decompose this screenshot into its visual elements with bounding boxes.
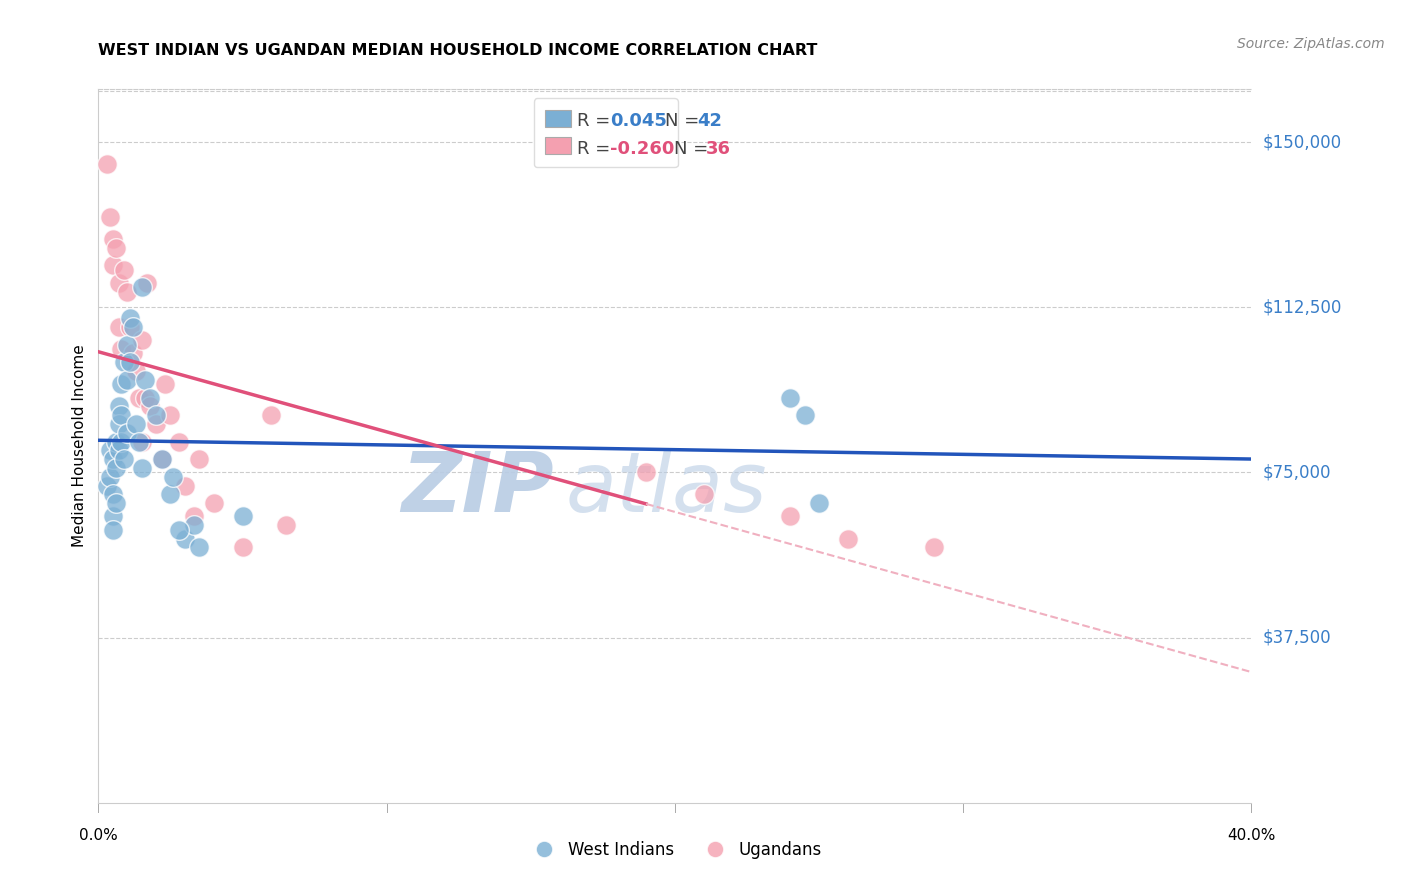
Point	[134, 373, 156, 387]
Point	[110, 342, 132, 356]
Point	[779, 509, 801, 524]
Point	[139, 400, 162, 414]
Point	[131, 461, 153, 475]
Point	[174, 532, 197, 546]
Point	[922, 541, 945, 555]
Point	[101, 523, 124, 537]
Point	[122, 346, 145, 360]
Text: WEST INDIAN VS UGANDAN MEDIAN HOUSEHOLD INCOME CORRELATION CHART: WEST INDIAN VS UGANDAN MEDIAN HOUSEHOLD …	[98, 43, 818, 58]
Point	[136, 276, 159, 290]
Point	[167, 523, 190, 537]
Point	[101, 487, 124, 501]
Point	[128, 391, 150, 405]
Point	[110, 434, 132, 449]
Point	[145, 408, 167, 422]
Point	[779, 391, 801, 405]
Point	[107, 400, 129, 414]
Text: atlas: atlas	[565, 449, 768, 529]
Point	[162, 470, 184, 484]
Point	[231, 509, 254, 524]
Text: ZIP: ZIP	[401, 449, 554, 529]
Point	[117, 373, 138, 387]
Text: 40.0%: 40.0%	[1227, 828, 1275, 843]
Text: 36: 36	[706, 140, 731, 159]
Point	[110, 408, 132, 422]
Point	[159, 408, 181, 422]
Text: -0.260: -0.260	[610, 140, 673, 159]
Point	[260, 408, 283, 422]
Text: $150,000: $150,000	[1263, 133, 1341, 151]
Point	[837, 532, 859, 546]
Point	[98, 470, 121, 484]
Legend: West Indians, Ugandans: West Indians, Ugandans	[522, 835, 828, 866]
Text: N =: N =	[673, 140, 714, 159]
Point	[101, 452, 124, 467]
Point	[107, 276, 129, 290]
Point	[174, 478, 197, 492]
Point	[107, 417, 129, 431]
Point	[107, 443, 129, 458]
Point	[107, 320, 129, 334]
Point	[120, 311, 142, 326]
Text: $37,500: $37,500	[1263, 629, 1331, 647]
Point	[101, 509, 124, 524]
Point	[274, 518, 297, 533]
Text: 0.0%: 0.0%	[79, 828, 118, 843]
Point	[139, 391, 162, 405]
Text: R =: R =	[576, 112, 616, 130]
Point	[150, 452, 173, 467]
Text: 0.045: 0.045	[610, 112, 666, 130]
Point	[104, 461, 127, 475]
Point	[188, 452, 211, 467]
Point	[96, 478, 118, 492]
Point	[202, 496, 225, 510]
Point	[101, 232, 124, 246]
Point	[120, 320, 142, 334]
Point	[125, 417, 148, 431]
Point	[693, 487, 716, 501]
Point	[104, 241, 127, 255]
Point	[145, 417, 167, 431]
Point	[112, 452, 135, 467]
Point	[112, 355, 135, 369]
Point	[159, 487, 181, 501]
Point	[98, 210, 121, 224]
Point	[183, 509, 205, 524]
Point	[104, 496, 127, 510]
Point	[98, 443, 121, 458]
Point	[104, 434, 127, 449]
Point	[117, 425, 138, 440]
Point	[110, 377, 132, 392]
Text: 42: 42	[697, 112, 721, 130]
Point	[231, 541, 254, 555]
Point	[131, 434, 153, 449]
Point	[125, 364, 148, 378]
Point	[167, 434, 190, 449]
Point	[120, 355, 142, 369]
Point	[128, 434, 150, 449]
Text: $112,500: $112,500	[1263, 298, 1341, 317]
Y-axis label: Median Household Income: Median Household Income	[72, 344, 87, 548]
Point	[117, 285, 138, 299]
Point	[112, 262, 135, 277]
Point	[150, 452, 173, 467]
Point	[131, 333, 153, 347]
Point	[131, 280, 153, 294]
Point	[122, 320, 145, 334]
Text: Source: ZipAtlas.com: Source: ZipAtlas.com	[1237, 37, 1385, 52]
Point	[807, 496, 830, 510]
Point	[636, 466, 658, 480]
Point	[153, 377, 176, 392]
Point	[134, 391, 156, 405]
Text: R =: R =	[576, 140, 616, 159]
Point	[793, 408, 815, 422]
Point	[96, 157, 118, 171]
Text: $75,000: $75,000	[1263, 464, 1331, 482]
Point	[188, 541, 211, 555]
Point	[117, 337, 138, 351]
Point	[183, 518, 205, 533]
Point	[101, 259, 124, 273]
Text: N =: N =	[665, 112, 704, 130]
